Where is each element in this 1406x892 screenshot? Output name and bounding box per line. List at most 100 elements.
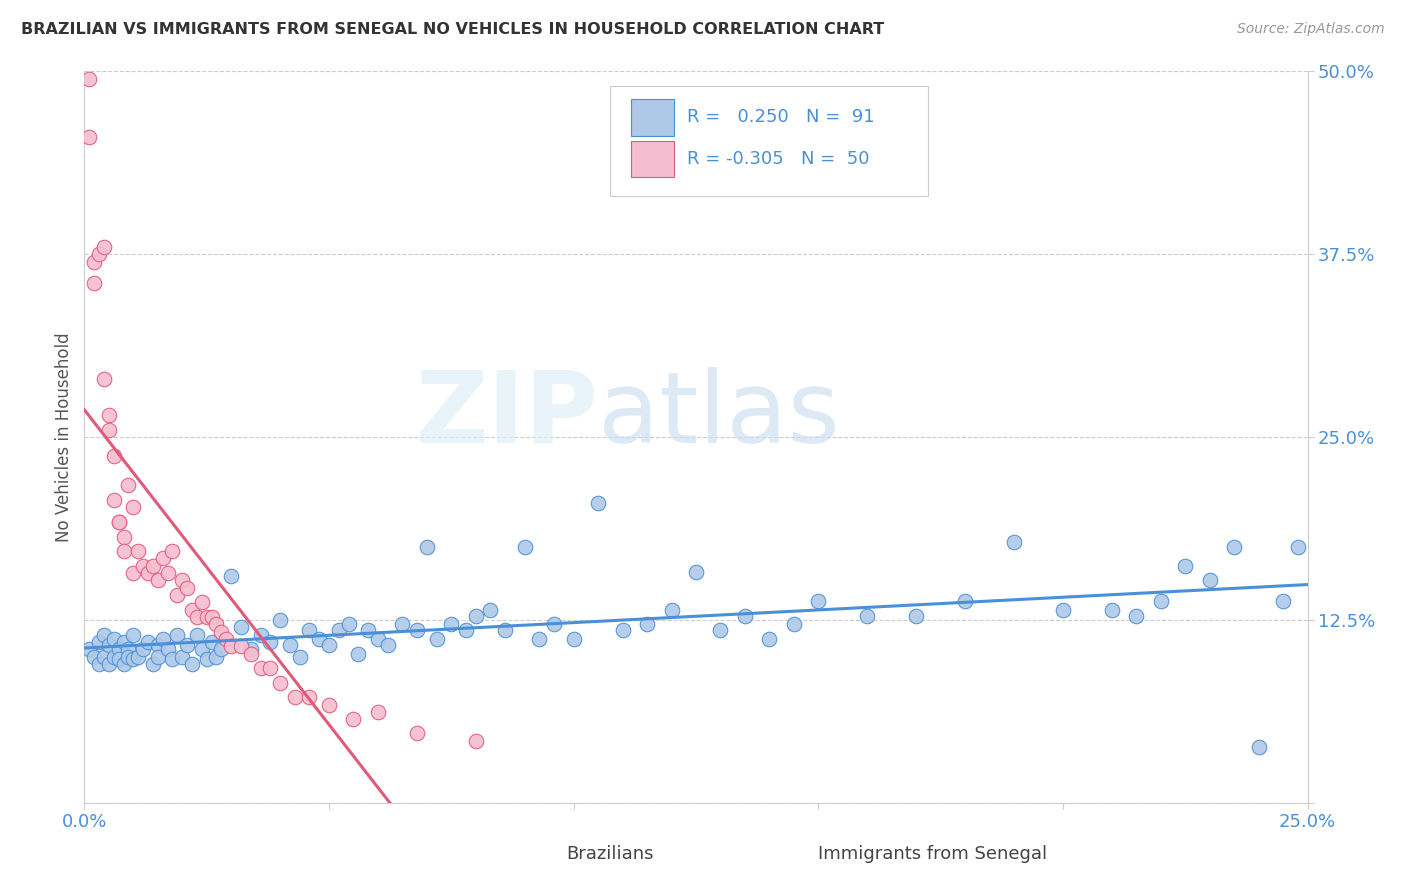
Point — [103, 449, 125, 463]
Point — [107, 515, 129, 529]
Point — [103, 632, 125, 646]
Point — [454, 623, 477, 637]
Point — [97, 408, 120, 422]
Point — [426, 632, 449, 646]
Point — [1174, 558, 1197, 573]
Point — [83, 254, 105, 268]
Point — [152, 632, 174, 646]
Point — [562, 632, 585, 646]
Point — [284, 690, 307, 705]
Point — [136, 635, 159, 649]
Bar — [776, 839, 810, 869]
Point — [278, 638, 301, 652]
Point — [166, 627, 188, 641]
Point — [83, 277, 105, 291]
Point — [288, 649, 311, 664]
Point — [117, 649, 139, 664]
Point — [1125, 608, 1147, 623]
Point — [529, 632, 551, 646]
Point — [612, 623, 634, 637]
Point — [391, 617, 413, 632]
Point — [406, 623, 429, 637]
Point — [146, 574, 169, 588]
Bar — [631, 141, 673, 178]
Point — [709, 623, 731, 637]
Bar — [524, 839, 560, 869]
Text: BRAZILIAN VS IMMIGRANTS FROM SENEGAL NO VEHICLES IN HOUSEHOLD CORRELATION CHART: BRAZILIAN VS IMMIGRANTS FROM SENEGAL NO … — [21, 22, 884, 37]
Point — [377, 638, 399, 652]
Point — [93, 240, 115, 254]
Point — [269, 613, 291, 627]
Point — [513, 540, 536, 554]
Point — [367, 705, 389, 719]
Point — [127, 544, 149, 558]
Point — [416, 540, 439, 554]
Point — [479, 603, 502, 617]
Point — [146, 649, 169, 664]
Point — [132, 642, 155, 657]
Point — [357, 623, 380, 637]
Point — [1002, 535, 1025, 549]
Point — [1198, 574, 1220, 588]
Point — [347, 647, 370, 661]
Point — [176, 581, 198, 595]
Point — [1101, 603, 1123, 617]
Point — [156, 566, 179, 581]
Point — [328, 623, 350, 637]
Bar — [631, 99, 673, 136]
Point — [298, 623, 321, 637]
Point — [172, 649, 194, 664]
Point — [103, 493, 125, 508]
Point — [464, 608, 486, 623]
Point — [136, 566, 159, 581]
Point — [308, 632, 330, 646]
Point — [87, 247, 110, 261]
Point — [191, 642, 214, 657]
Point — [103, 649, 125, 664]
Text: atlas: atlas — [598, 367, 839, 464]
Point — [337, 617, 360, 632]
Point — [166, 588, 188, 602]
Point — [239, 642, 262, 657]
Point — [318, 698, 340, 712]
Point — [93, 371, 115, 385]
Point — [142, 657, 165, 671]
Point — [1052, 603, 1074, 617]
Point — [97, 423, 120, 437]
Point — [87, 635, 110, 649]
Text: R = -0.305   N =  50: R = -0.305 N = 50 — [688, 150, 870, 168]
Point — [93, 627, 115, 641]
Point — [783, 617, 806, 632]
Point — [249, 627, 271, 641]
Point — [239, 647, 262, 661]
Point — [661, 603, 683, 617]
Point — [209, 642, 232, 657]
Point — [494, 623, 516, 637]
Point — [112, 657, 135, 671]
Point — [186, 610, 208, 624]
Point — [229, 620, 252, 634]
Point — [97, 638, 120, 652]
Point — [685, 565, 707, 579]
Point — [205, 617, 228, 632]
Point — [953, 594, 976, 608]
Point — [142, 558, 165, 573]
Point — [342, 713, 364, 727]
Point — [440, 617, 463, 632]
Point — [112, 544, 135, 558]
Point — [367, 632, 389, 646]
Point — [122, 652, 145, 666]
Point — [259, 635, 281, 649]
Point — [195, 610, 218, 624]
Text: ZIP: ZIP — [415, 367, 598, 464]
Text: Immigrants from Senegal: Immigrants from Senegal — [818, 845, 1047, 863]
Point — [298, 690, 321, 705]
Point — [83, 649, 105, 664]
Point — [132, 558, 155, 573]
Point — [117, 478, 139, 492]
Point — [87, 657, 110, 671]
Point — [186, 627, 208, 641]
Point — [1247, 740, 1270, 755]
Point — [464, 734, 486, 748]
Point — [1223, 540, 1246, 554]
